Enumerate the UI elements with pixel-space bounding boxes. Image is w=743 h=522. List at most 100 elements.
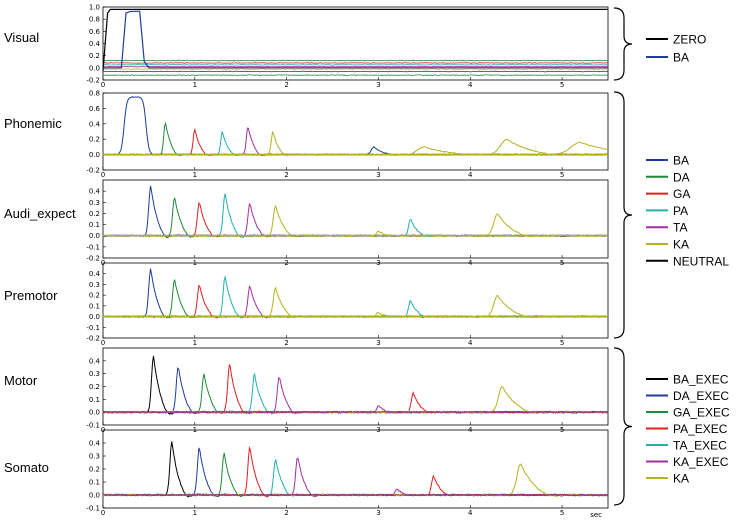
series-ba-exec <box>102 355 608 415</box>
y-tick-label: 0.8 <box>89 90 100 98</box>
series-ba <box>102 268 609 319</box>
y-tick-label: 0.2 <box>89 292 100 300</box>
y-tick-label: 0.3 <box>89 199 100 207</box>
panel-phonemic: Phonemic 0.8 0.6 0.4 0.2 0.0 -0.20 1 2 3 4 5 <box>4 90 609 179</box>
panel-label: Phonemic <box>4 116 62 131</box>
x-tick-label: 4 <box>468 509 473 517</box>
panel-visual: Visual 1.0 0.8 0.6 0.4 0.2 0.0 -0.20 1 2 3 4 5 <box>4 4 609 89</box>
x-tick-label: 4 <box>468 81 473 89</box>
series-ka <box>102 463 609 497</box>
y-tick-label: 0.4 <box>89 270 101 278</box>
legend-label: DA_EXEC <box>673 389 729 403</box>
legend-label: KA <box>673 238 689 252</box>
x-tick-label: 1 <box>193 81 197 89</box>
x-tick-label: 3 <box>376 339 380 347</box>
x-tick-label: 2 <box>284 339 288 347</box>
series-ka-exec <box>102 377 609 414</box>
legend-1: ZERO BA <box>646 33 706 65</box>
series-ba <box>103 10 608 69</box>
legend-brace-visual <box>613 7 633 81</box>
x-tick-label: 0 <box>101 339 105 347</box>
legend-label: PA_EXEC <box>673 422 728 436</box>
series-ka-exec <box>102 488 609 497</box>
series-ka <box>102 230 609 237</box>
series-ka <box>102 213 609 238</box>
y-tick-label: 1.0 <box>89 4 100 12</box>
y-tick-label: -0.2 <box>86 77 100 85</box>
series-ta <box>102 284 609 319</box>
legend-label: NEUTRAL <box>673 254 729 268</box>
series-ka <box>102 295 609 319</box>
y-tick-label: 0.4 <box>89 440 101 448</box>
series-ka <box>102 138 609 156</box>
series-pa <box>102 131 609 157</box>
y-tick-label: 0.3 <box>89 370 100 378</box>
x-tick-label: 3 <box>376 171 380 179</box>
x-tick-label: 5 <box>560 339 564 347</box>
series-ka <box>102 385 609 415</box>
series-ka <box>102 311 609 318</box>
plot-frame <box>102 347 609 426</box>
series-da-exec <box>102 447 609 498</box>
legend-label: GA_EXEC <box>673 406 730 420</box>
x-tick-label: 0 <box>101 509 105 517</box>
y-tick-label: 0.8 <box>89 16 100 24</box>
baseline-trace <box>102 70 609 73</box>
legend-label: GA <box>673 187 690 201</box>
x-axis-label: sec <box>590 511 602 519</box>
series-ta <box>102 127 609 157</box>
x-tick-label: 3 <box>376 509 380 517</box>
y-tick-label: 0.0 <box>89 313 100 321</box>
legend-label: KA <box>673 472 689 486</box>
series-ga-exec <box>102 373 608 415</box>
y-tick-label: -0.1 <box>86 324 100 332</box>
x-tick-label: 4 <box>468 339 473 347</box>
baseline-trace <box>103 59 608 62</box>
series-ka-exec <box>102 405 609 414</box>
series-ka <box>102 141 609 156</box>
x-tick-label: 4 <box>468 171 473 179</box>
legend-brace-motor <box>613 347 633 506</box>
legend-3: BA_EXEC DA_EXEC GA_EXEC PA_EXEC TA_EXEC KA_EX… <box>646 373 730 486</box>
legend-label: KA_EXEC <box>673 455 729 469</box>
x-tick-label: 5 <box>560 171 564 179</box>
y-tick-label: 0.3 <box>89 281 100 289</box>
baseline-trace <box>102 65 609 68</box>
y-tick-label: 0.2 <box>89 210 100 218</box>
legend-label: TA_EXEC <box>673 439 727 453</box>
legend-label: TA <box>673 221 687 235</box>
y-tick-label: 0.4 <box>89 40 101 48</box>
x-tick-label: 1 <box>193 339 197 347</box>
panel-label: Audi_expect <box>4 206 76 221</box>
y-tick-label: 0.2 <box>89 383 100 391</box>
y-tick-label: -0.1 <box>86 422 100 430</box>
y-tick-label: -0.1 <box>86 505 100 513</box>
legend-2: BA DA GA PA TA KA NEUTRAL <box>646 154 729 268</box>
x-tick-label: 2 <box>284 171 288 179</box>
legend-label: BA_EXEC <box>673 373 729 387</box>
x-tick-label: 3 <box>376 81 380 89</box>
series-ga <box>102 201 609 238</box>
plot-frame <box>102 179 609 259</box>
series-ta-exec <box>102 373 609 415</box>
y-tick-label: -0.2 <box>86 167 100 175</box>
series-ga-exec <box>102 452 609 498</box>
panel-label: Somato <box>4 460 49 475</box>
plot-frame <box>102 262 609 339</box>
panel-premotor: Premotor 0.4 0.3 0.2 0.1 0.0 -0.1 -0.20 1 2 3 4 5 <box>4 262 609 347</box>
series-pa-exec <box>102 391 609 414</box>
series-ba <box>102 185 609 239</box>
panel-somato: Somato 0.4 0.3 0.2 0.1 0.0 -0.10 1 2 3 4 5 sec <box>4 429 609 519</box>
y-tick-label: 0.6 <box>89 105 101 113</box>
y-tick-label: 0.1 <box>89 221 100 229</box>
y-tick-label: 0.4 <box>89 120 101 128</box>
series-zero <box>102 8 608 71</box>
y-tick-label: 0.3 <box>89 453 100 461</box>
y-tick-label: 0.2 <box>89 136 100 144</box>
legend-label: DA <box>673 170 690 184</box>
x-tick-label: 5 <box>560 81 564 89</box>
series-ka <box>102 286 609 318</box>
series-da <box>102 279 609 319</box>
series-da <box>103 197 609 238</box>
